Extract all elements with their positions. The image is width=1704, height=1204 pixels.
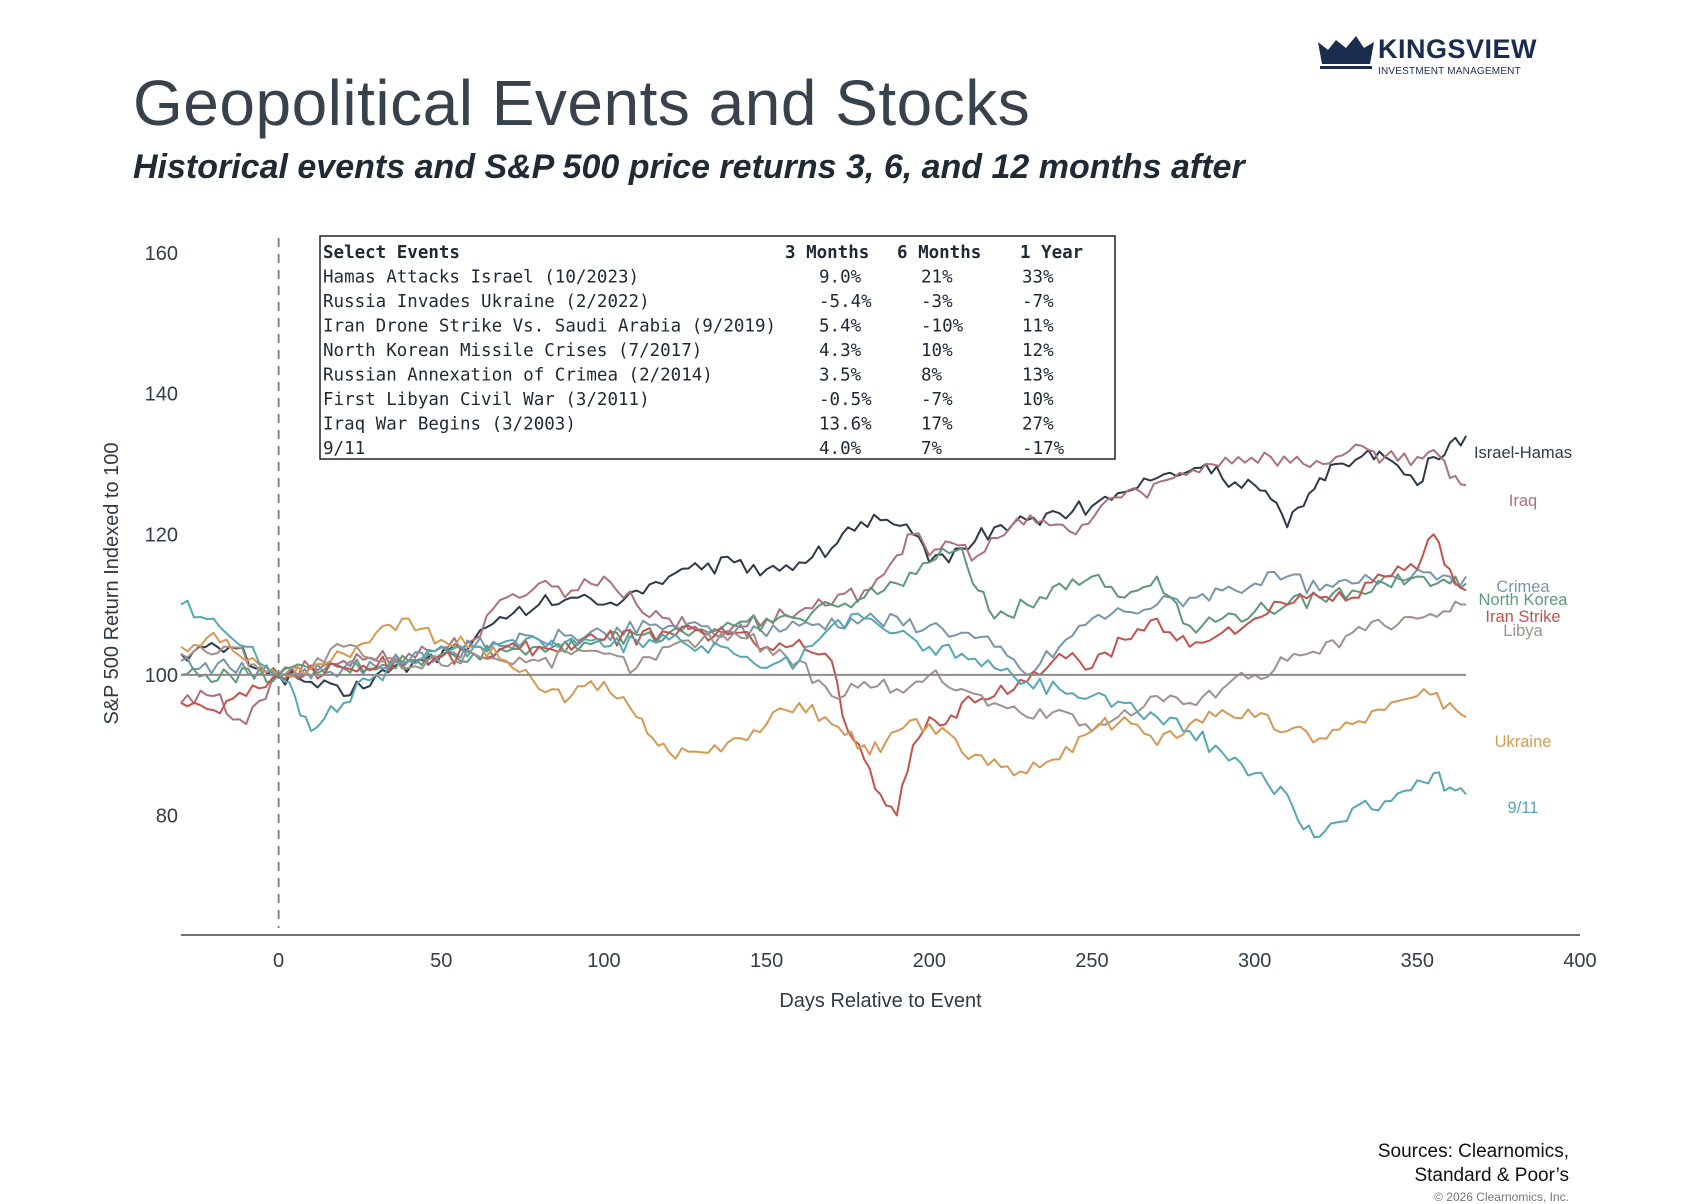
end-label-iran-strike: Iran Strike xyxy=(1485,608,1560,626)
table-event-cell: Hamas Attacks Israel (10/2023) xyxy=(323,268,639,288)
sources-line-1: Sources: Clearnomics, xyxy=(1377,1141,1569,1162)
table-header-cell: 1 Year xyxy=(1020,243,1083,263)
x-tick-label: 300 xyxy=(1238,950,1271,972)
table-value-cell: 7% xyxy=(921,439,943,459)
table-event-cell: 9/11 xyxy=(323,439,365,459)
table-event-cell: Russia Invades Ukraine (2/2022) xyxy=(323,292,650,312)
events-table: Select Events 3 Months 6 Months 1 Year Hamas… xyxy=(319,235,1116,460)
crown-logo-icon xyxy=(1318,36,1374,69)
series-line-9-11 xyxy=(180,599,1467,839)
y-tick-label: 100 xyxy=(145,665,178,687)
series-line-north-korea xyxy=(180,547,1467,684)
x-tick-label: 100 xyxy=(587,950,620,972)
table-event-cell: North Korean Missile Crises (7/2017) xyxy=(323,341,702,361)
end-label-libya: Libya xyxy=(1503,622,1543,640)
table-value-cell: -5.4% xyxy=(819,292,872,312)
table-value-cell: 10% xyxy=(1022,390,1054,410)
table-value-cell: 12% xyxy=(1022,341,1054,361)
table-value-cell: 17% xyxy=(921,415,953,435)
table-value-cell: 13% xyxy=(1022,366,1054,386)
x-tick-label: 200 xyxy=(913,950,946,972)
table-value-cell: 4.0% xyxy=(819,439,862,459)
table-header-cell: 6 Months xyxy=(897,243,981,263)
table-event-cell: Iran Drone Strike Vs. Saudi Arabia (9/20… xyxy=(323,317,776,337)
page-title: Geopolitical Events and Stocks xyxy=(133,67,1031,139)
table-value-cell: -17% xyxy=(1022,439,1065,459)
company-logo: KINGSVIEW INVESTMENT MANAGEMENT xyxy=(1318,30,1548,80)
y-tick-label: 80 xyxy=(156,805,178,827)
end-label-ukraine: Ukraine xyxy=(1495,733,1552,751)
y-tick-label: 160 xyxy=(145,243,178,265)
x-tick-label: 350 xyxy=(1401,950,1434,972)
end-label-iraq: Iraq xyxy=(1509,492,1537,510)
table-value-cell: 11% xyxy=(1022,317,1054,337)
y-tick-label: 120 xyxy=(145,524,178,546)
table-value-cell: 21% xyxy=(921,268,953,288)
series-line-crimea xyxy=(180,568,1467,680)
table-value-cell: -7% xyxy=(1022,292,1054,312)
table-event-cell: Russian Annexation of Crimea (2/2014) xyxy=(323,366,713,386)
x-axis-label: Days Relative to Event xyxy=(779,990,982,1012)
logo-name: KINGSVIEW xyxy=(1378,34,1538,64)
table-value-cell: 5.4% xyxy=(819,317,862,337)
series-line-ukraine xyxy=(180,617,1467,777)
axis-layer: 0 50 100 150 200 250 300 350 400 80 100 120 140 160 Da… xyxy=(101,238,1597,1012)
table-value-cell: 27% xyxy=(1022,415,1054,435)
table-value-cell: -3% xyxy=(921,292,953,312)
y-axis-label: S&P 500 Return Indexed to 100 xyxy=(101,442,123,724)
table-value-cell: 3.5% xyxy=(819,366,862,386)
end-label-9-11: 9/11 xyxy=(1508,799,1539,817)
table-value-cell: 4.3% xyxy=(819,341,862,361)
series-line-iraq xyxy=(180,443,1467,726)
sources-note: Sources: Clearnomics, Standard & Poor’s xyxy=(1378,1140,1569,1188)
table-value-cell: 33% xyxy=(1022,268,1054,288)
table-event-cell: Iraq War Begins (3/2003) xyxy=(323,415,576,435)
table-value-cell: -7% xyxy=(921,390,953,410)
x-tick-label: 0 xyxy=(273,950,284,972)
x-tick-label: 50 xyxy=(430,950,452,972)
table-header-cell: 3 Months xyxy=(785,243,869,263)
table-value-cell: -0.5% xyxy=(819,390,872,410)
x-tick-label: 150 xyxy=(750,950,783,972)
logo-tagline: INVESTMENT MANAGEMENT xyxy=(1378,66,1521,77)
end-label-crimea: Crimea xyxy=(1496,578,1550,596)
table-value-cell: 9.0% xyxy=(819,268,862,288)
end-label-israel-hamas: Israel-Hamas xyxy=(1474,444,1572,462)
table-value-cell: 13.6% xyxy=(819,415,872,435)
table-value-cell: 8% xyxy=(921,366,943,386)
series-line-libya xyxy=(180,600,1467,733)
page-subtitle: Historical events and S&P 500 price retu… xyxy=(133,148,1245,186)
sources-line-2: Standard & Poor’s xyxy=(1414,1165,1569,1186)
table-header-cell: Select Events xyxy=(323,243,460,263)
series-layer xyxy=(180,435,1467,839)
table-border xyxy=(319,235,1116,460)
x-tick-label: 400 xyxy=(1563,950,1596,972)
table-value-cell: 10% xyxy=(921,341,953,361)
y-tick-label: 140 xyxy=(145,384,178,406)
series-line-israel-hamas xyxy=(180,435,1467,697)
table-event-cell: First Libyan Civil War (3/2011) xyxy=(323,390,650,410)
table-value-cell: -10% xyxy=(921,317,964,337)
end-label-north-korea: North Korea xyxy=(1479,591,1569,609)
x-tick-label: 250 xyxy=(1075,950,1108,972)
copyright-note: © 2026 Clearnomics, Inc. xyxy=(1434,1190,1569,1204)
